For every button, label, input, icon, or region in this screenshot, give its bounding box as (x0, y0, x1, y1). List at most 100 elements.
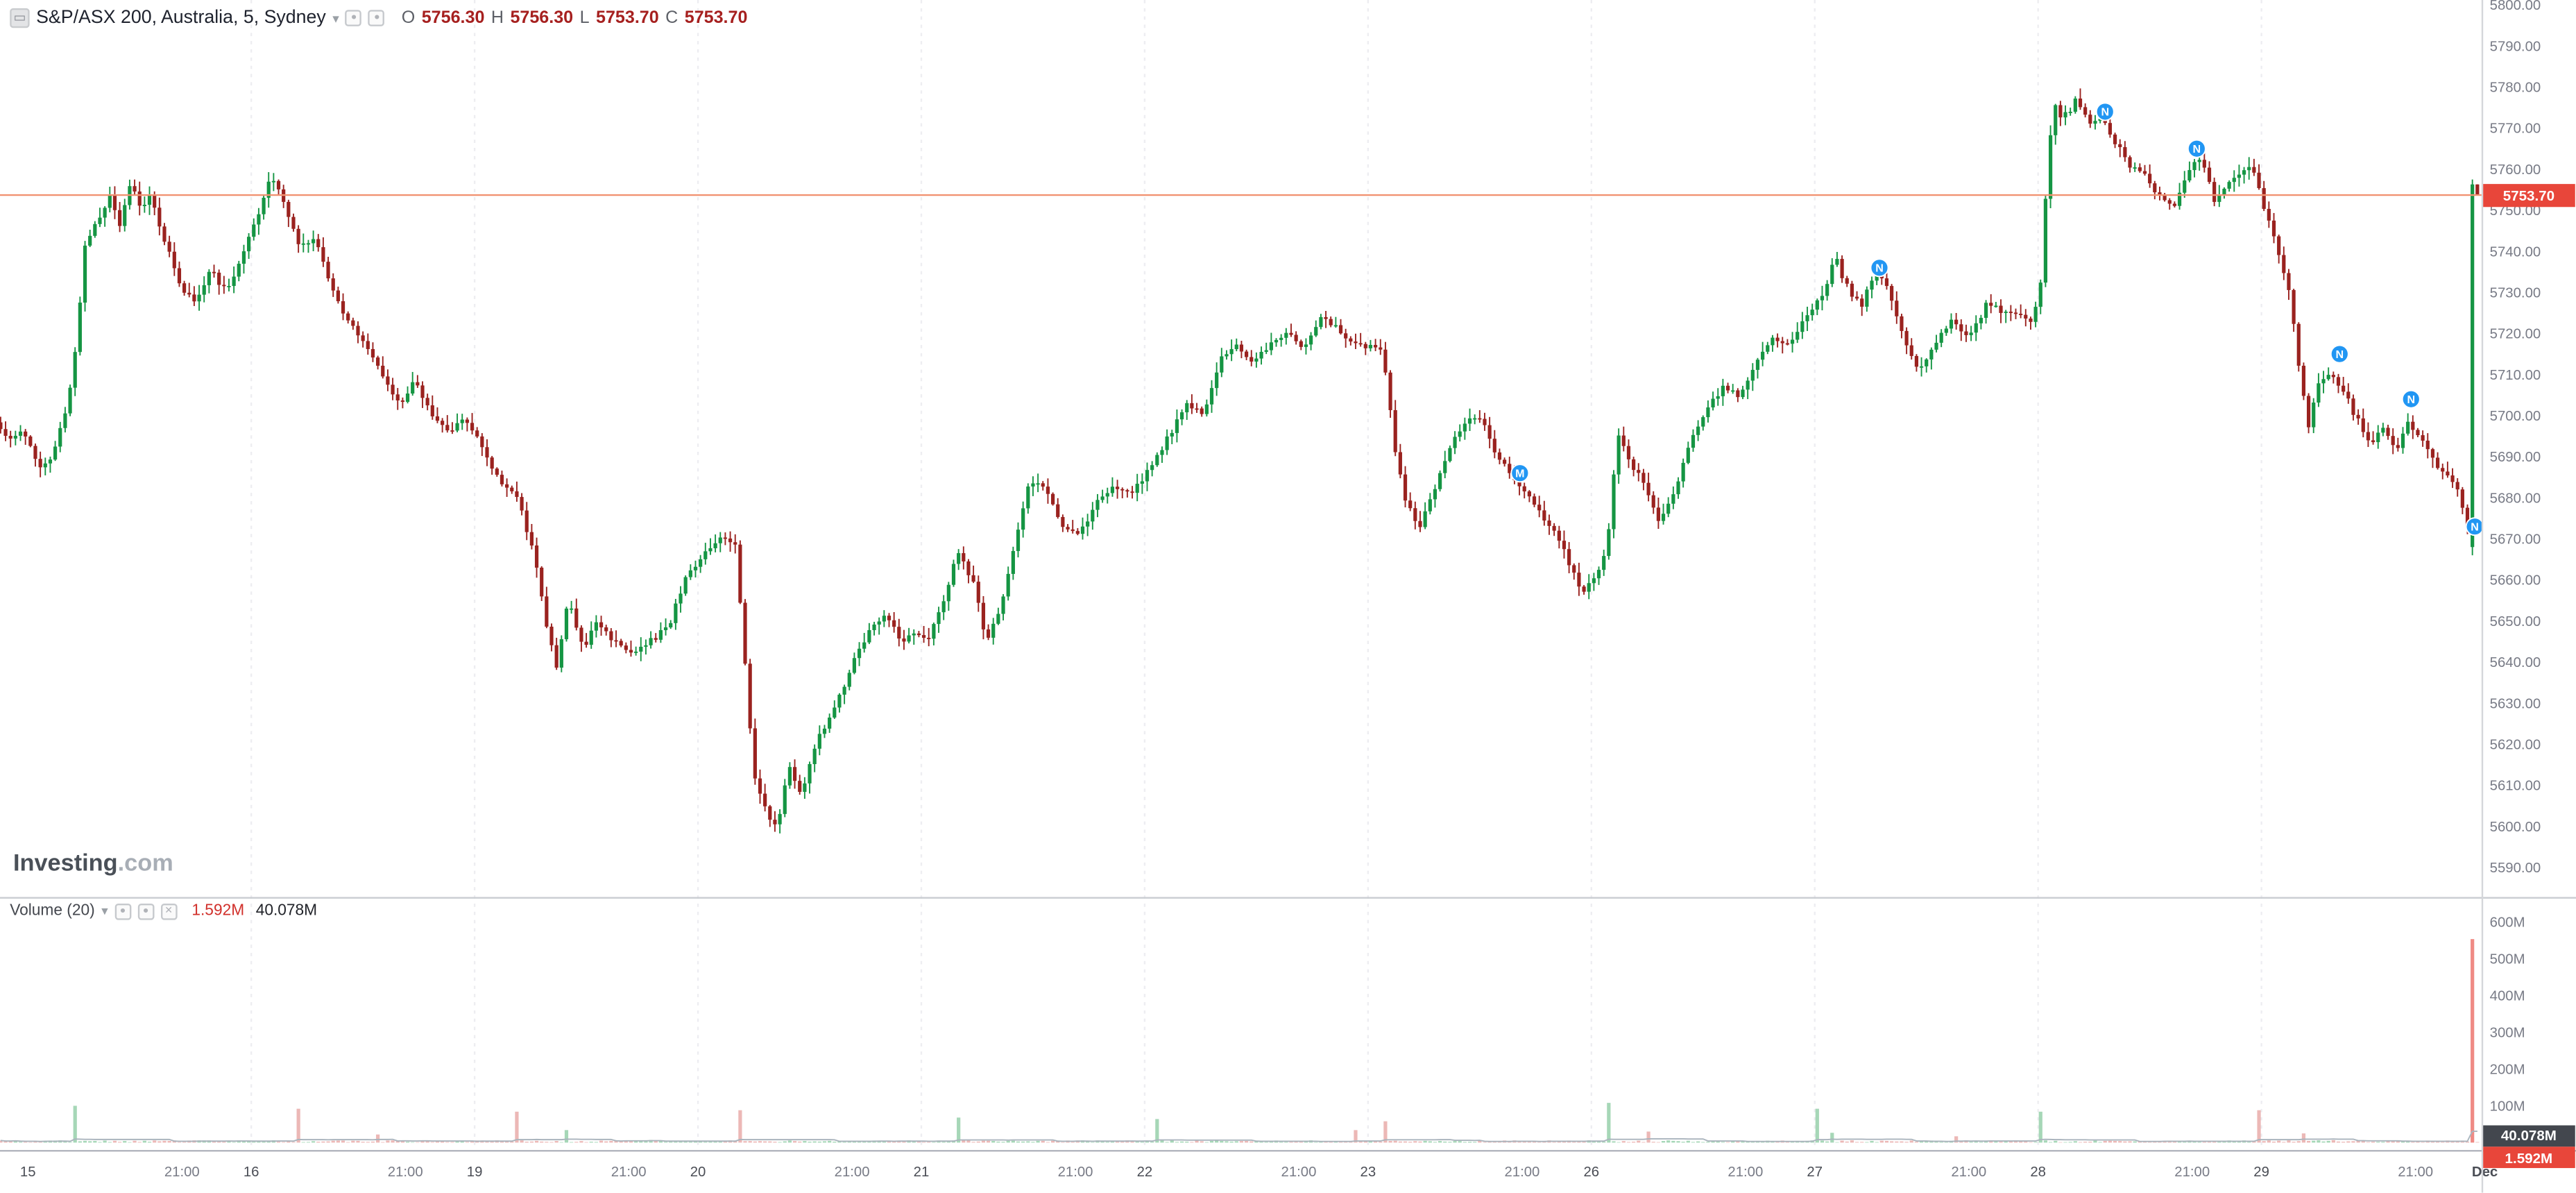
time-tick-label: 29 (2253, 1165, 2269, 1180)
time-tick-label: 21:00 (1504, 1165, 1539, 1180)
time-tick-label: 20 (690, 1165, 706, 1180)
time-tick-label: 16 (244, 1165, 259, 1180)
volume-ma-badge: 40.078M (2482, 1124, 2575, 1147)
news-marker-letter: N (2193, 143, 2201, 155)
news-marker[interactable]: N (1870, 258, 1889, 278)
candles-layer (0, 88, 2480, 834)
price-tick-label: 5740.00 (2490, 244, 2541, 260)
volume-tick-label: 100M (2490, 1099, 2525, 1114)
price-tick-label: 5590.00 (2490, 861, 2541, 876)
ohlc-readout: O 5756.30 H 5756.30 L 5753.70 C 5753.70 (402, 8, 748, 28)
price-tick-label: 5690.00 (2490, 450, 2541, 465)
volume-ma-value: 40.078M (255, 902, 318, 920)
time-tick-label: 22 (1137, 1165, 1153, 1180)
price-tick-label: 5750.00 (2490, 203, 2541, 219)
time-tick-label: 21 (914, 1165, 930, 1180)
news-marker[interactable]: N (2095, 102, 2115, 121)
time-tick-label: 21:00 (2174, 1165, 2210, 1180)
time-tick-label: 21:00 (1281, 1165, 1317, 1180)
time-tick-label: 21:00 (388, 1165, 423, 1180)
time-tick-label: 21:00 (835, 1165, 870, 1180)
price-tick-label: 5640.00 (2490, 655, 2541, 670)
volume-indicator-title[interactable]: Volume (20) (10, 902, 95, 920)
chevron-down-icon[interactable]: ▾ (332, 10, 339, 26)
price-tick-label: 5670.00 (2490, 532, 2541, 548)
price-axis-border (2481, 0, 2484, 1193)
investing-logo-bold: Investing (12, 851, 118, 878)
price-tick-label: 5610.00 (2490, 779, 2541, 794)
high-label: H (491, 8, 504, 28)
eye-icon[interactable]: ● (346, 10, 362, 26)
chevron-down-icon[interactable]: ▾ (101, 903, 108, 919)
price-tick-label: 5620.00 (2490, 737, 2541, 752)
volume-tick-label: 200M (2490, 1062, 2525, 1077)
news-marker-letter: N (2101, 106, 2109, 119)
close-value: 5753.70 (684, 8, 748, 28)
price-tick-label: 5660.00 (2490, 573, 2541, 589)
news-marker-letter: N (2471, 521, 2479, 533)
time-tick-label: 28 (2030, 1165, 2046, 1180)
news-marker-letter: M (1515, 467, 1524, 480)
time-tick-label: 21:00 (1058, 1165, 1093, 1180)
price-tick-label: 5760.00 (2490, 162, 2541, 178)
volume-legend: Volume (20) ▾ ● ● ✕ 1.592M 40.078M (10, 902, 317, 920)
price-tick-label: 5730.00 (2490, 285, 2541, 301)
symbol-logo-icon: ▭ (10, 8, 30, 28)
time-tick-label: 19 (467, 1165, 483, 1180)
news-marker[interactable]: M (1510, 464, 1530, 483)
eye-icon[interactable]: ● (114, 902, 131, 920)
price-tick-label: 5780.00 (2490, 81, 2541, 96)
time-tick-label: 23 (1360, 1165, 1376, 1180)
session-break-lines (250, 0, 2262, 1151)
news-markers-layer: M N N N N N N (1510, 102, 2484, 536)
investing-logo[interactable]: Investing.com (13, 851, 173, 877)
pane-divider[interactable] (0, 897, 2576, 899)
price-tick-label: 5650.00 (2490, 614, 2541, 629)
price-tick-label: 5680.00 (2490, 491, 2541, 506)
investing-logo-suffix: .com (117, 851, 173, 878)
time-tick-label: 21:00 (1951, 1165, 1986, 1180)
news-marker-letter: N (2335, 348, 2344, 361)
price-tick-label: 5720.00 (2490, 327, 2541, 342)
last-price-badge: 5753.70 (2482, 183, 2575, 207)
time-tick-label: 21:00 (611, 1165, 647, 1180)
news-marker[interactable]: N (2330, 344, 2349, 364)
volume-tick-label: 600M (2490, 915, 2525, 930)
price-tick-label: 5630.00 (2490, 696, 2541, 711)
price-tick-label: 5800.00 (2490, 0, 2541, 13)
settings-icon[interactable]: ● (368, 10, 386, 26)
low-value: 5753.70 (596, 8, 659, 28)
low-label: L (579, 8, 590, 28)
close-icon[interactable]: ✕ (160, 902, 178, 920)
news-marker-letter: N (1875, 262, 1884, 275)
time-tick-label: 15 (20, 1165, 36, 1180)
open-label: O (401, 8, 416, 28)
volume-tick-label: 500M (2490, 951, 2525, 967)
price-tick-label: 5700.00 (2490, 409, 2541, 424)
time-axis[interactable] (0, 1151, 2576, 1192)
time-tick-label: 27 (1807, 1165, 1823, 1180)
close-label: C (665, 8, 679, 28)
price-tick-label: 5710.00 (2490, 368, 2541, 383)
price-axis[interactable] (2483, 0, 2576, 1150)
volume-current-value: 1.592M (191, 902, 245, 920)
time-tick-label: 21:00 (2398, 1165, 2433, 1180)
open-value: 5756.30 (421, 8, 485, 28)
volume-tick-label: 300M (2490, 1025, 2525, 1040)
price-tick-label: 5600.00 (2490, 820, 2541, 835)
settings-icon[interactable]: ● (137, 902, 154, 920)
price-tick-label: 5790.00 (2490, 39, 2541, 54)
news-marker[interactable]: N (2401, 389, 2421, 409)
price-tick-label: 5770.00 (2490, 121, 2541, 137)
time-tick-label: 21:00 (164, 1165, 200, 1180)
volume-tick-label: 400M (2490, 988, 2525, 1004)
time-tick-label: 26 (1583, 1165, 1599, 1180)
news-marker-letter: N (2407, 394, 2415, 406)
time-axis-divider (0, 1150, 2576, 1152)
news-marker[interactable]: N (2187, 139, 2206, 158)
news-marker[interactable]: N (2465, 517, 2484, 536)
symbol-title[interactable]: S&P/ASX 200, Australia, 5, Sydney (36, 8, 326, 28)
volume-layer (0, 939, 2480, 1143)
